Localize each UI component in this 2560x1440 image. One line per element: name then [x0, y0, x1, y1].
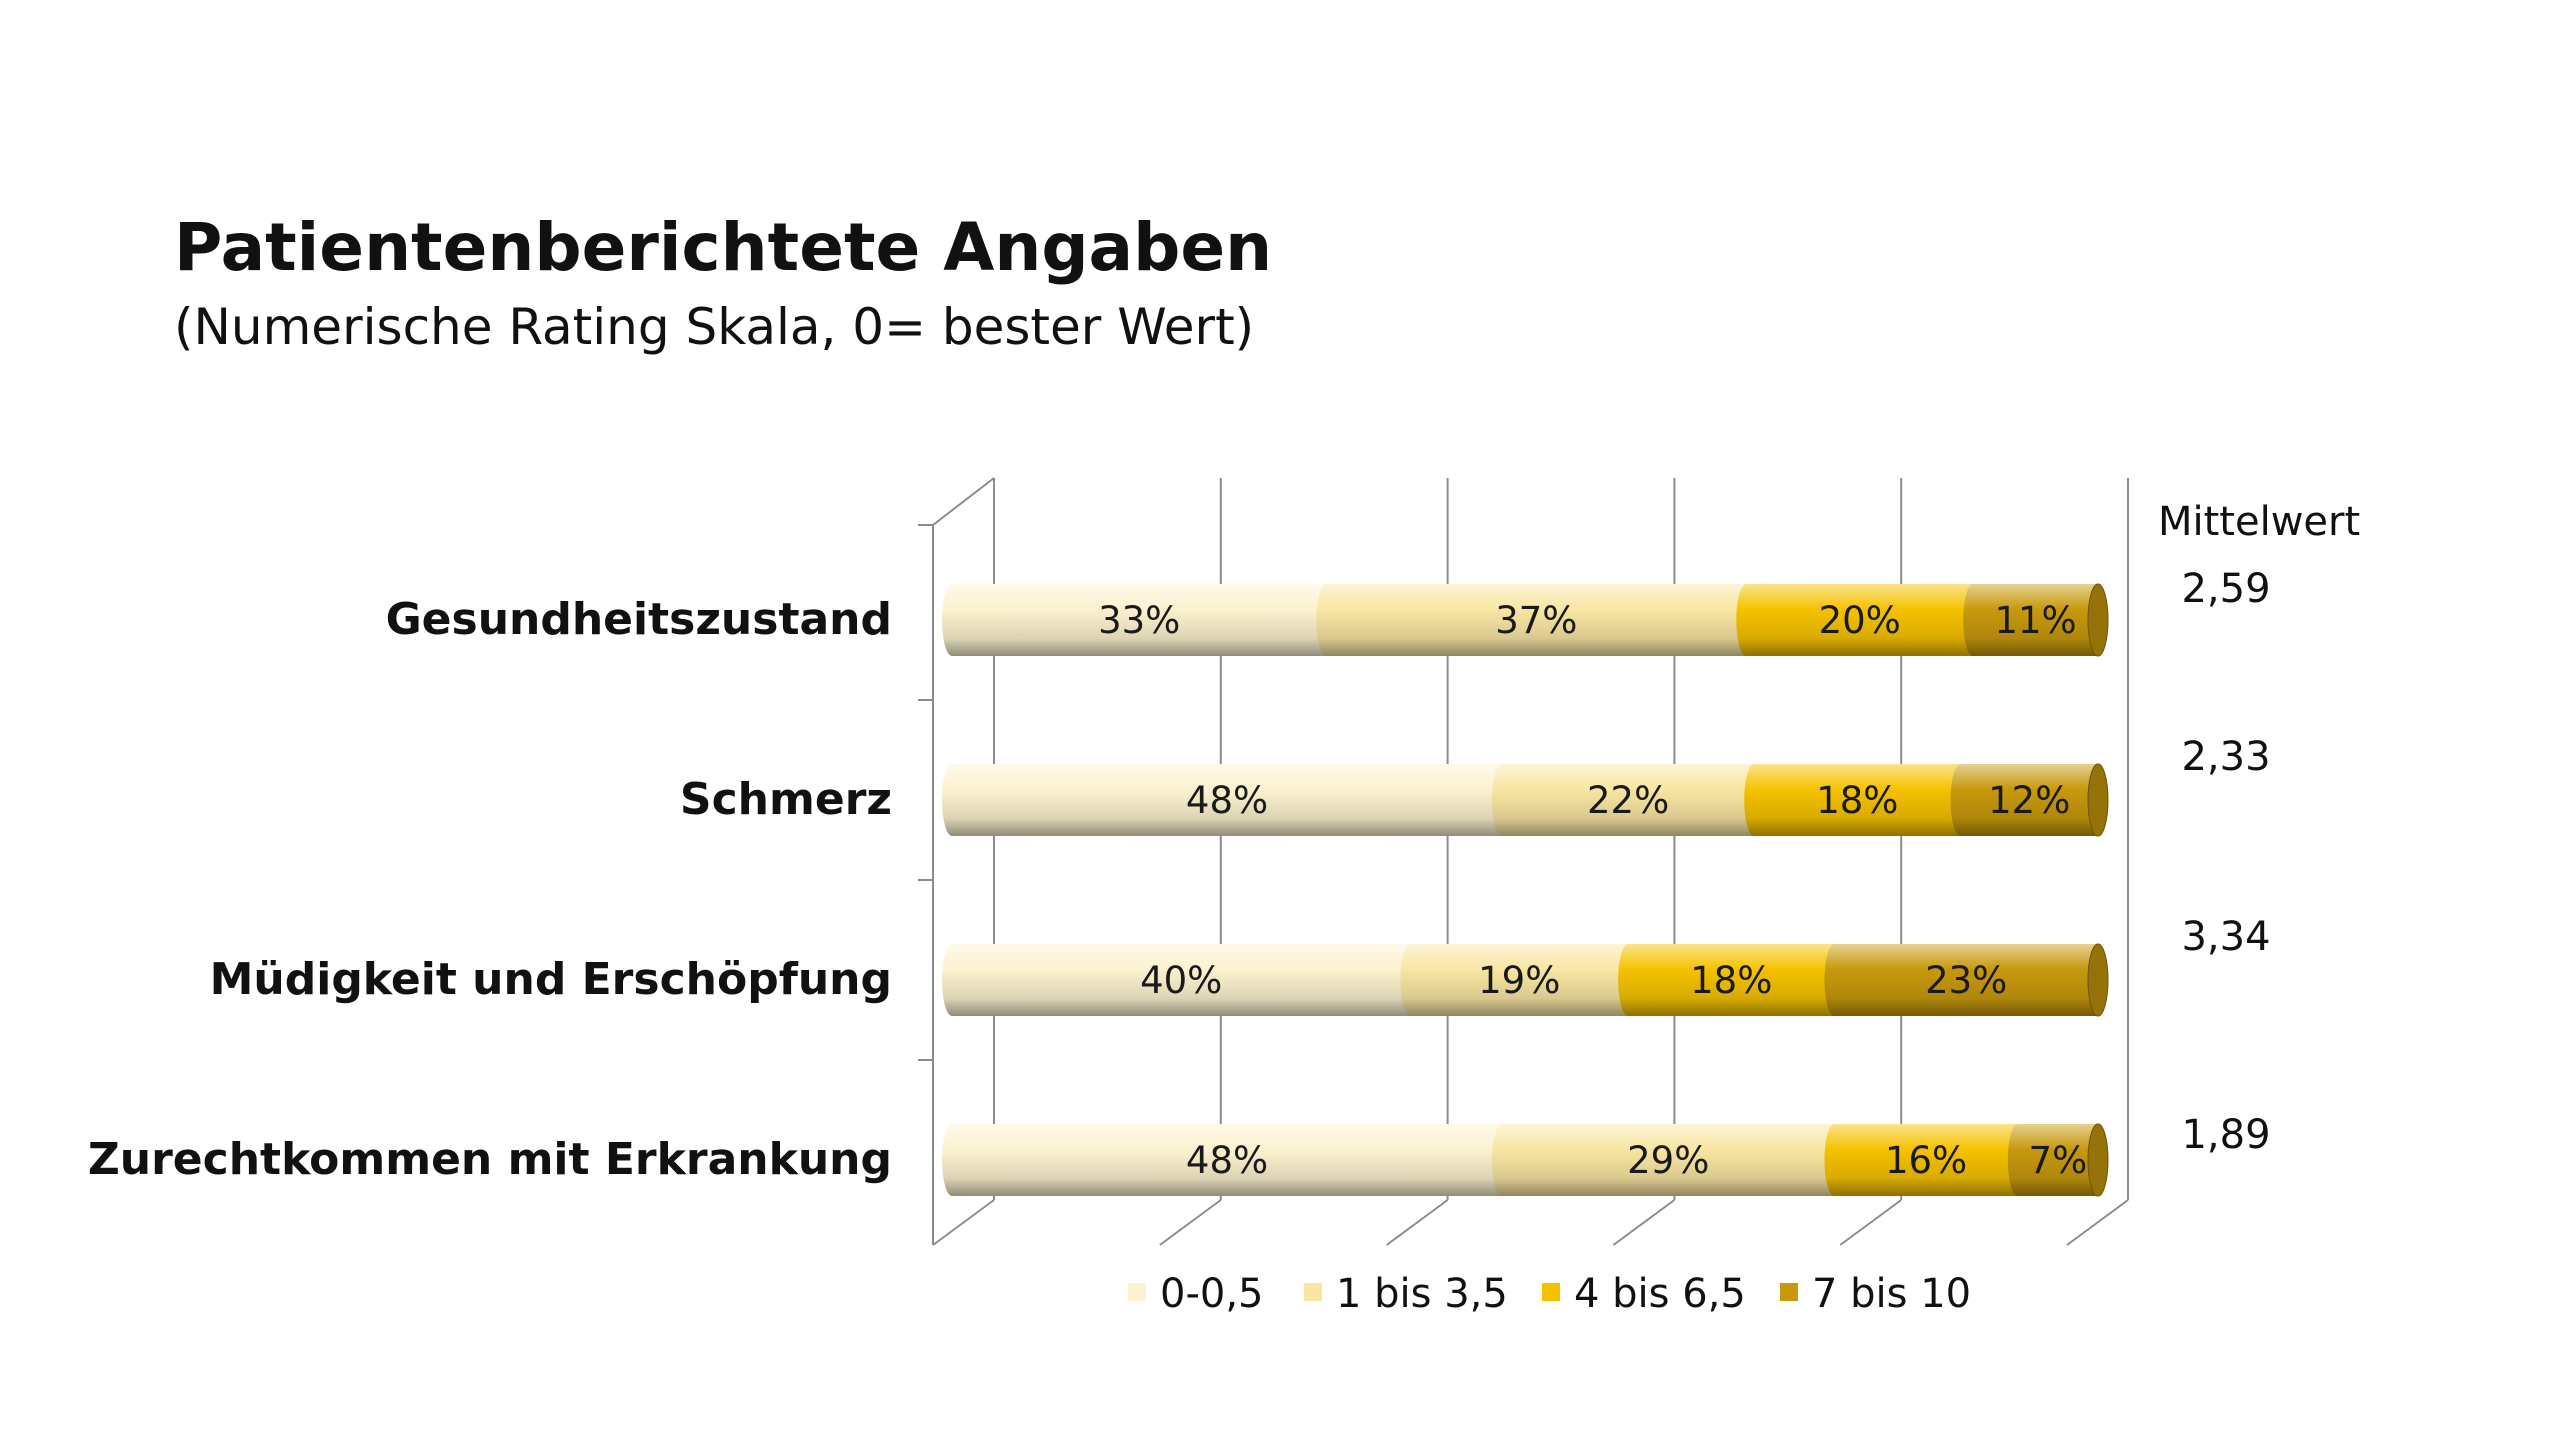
floor-gridline	[2066, 1199, 2129, 1246]
legend-label: 0-0,5	[1160, 1271, 1264, 1317]
data-label: 48%	[1186, 1139, 1268, 1182]
data-label: 33%	[1098, 599, 1180, 642]
floor-gridline	[1386, 1199, 1449, 1246]
mean-value: 2,33	[2181, 734, 2270, 780]
data-label: 18%	[1690, 959, 1772, 1002]
data-label: 16%	[1885, 1139, 1967, 1182]
category-label: Schmerz	[680, 774, 892, 825]
bar-row: 40% 19% 18% 23%	[942, 943, 2109, 1017]
bar-segment	[1950, 764, 2108, 836]
mean-value: 2,59	[2181, 566, 2270, 612]
data-label: 18%	[1816, 779, 1898, 822]
bar-end-cap	[2087, 1123, 2109, 1197]
data-label: 12%	[1988, 779, 2070, 822]
data-label: 11%	[1994, 599, 2076, 642]
bar-segment	[1824, 1124, 2028, 1196]
legend-swatch	[1780, 1283, 1798, 1301]
data-label: 48%	[1186, 779, 1268, 822]
bar-row: 48% 22% 18% 12%	[942, 763, 2109, 837]
data-label: 37%	[1495, 599, 1577, 642]
category-labels: Gesundheitszustand Schmerz Müdigkeit und E…	[88, 594, 892, 1185]
data-label: 23%	[1925, 959, 2007, 1002]
category-label: Zurechtkommen mit Erkrankung	[88, 1134, 892, 1185]
legend-item: 7 bis 10	[1780, 1271, 1971, 1317]
bar-segment	[1963, 584, 2108, 656]
mean-value: 3,34	[2181, 914, 2270, 960]
legend-label: 1 bis 3,5	[1336, 1271, 1508, 1317]
chart-title: Patientenberichtete Angaben	[174, 209, 1273, 286]
chart-subtitle: (Numerische Rating Skala, 0= bester Wert…	[174, 298, 1255, 356]
bar-segment	[1400, 944, 1639, 1016]
legend-label: 4 bis 6,5	[1574, 1271, 1746, 1317]
bar-segment	[942, 944, 1421, 1016]
bar-segment	[2007, 1124, 2108, 1196]
bars: 33% 37% 20% 11% 48% 22% 18% 12% 40% 19% 18% 23% 48% 2…	[942, 583, 2109, 1197]
legend-item: 0-0,5	[1128, 1271, 1264, 1317]
category-label: Müdigkeit und Erschöpfung	[210, 954, 892, 1005]
legend-item: 4 bis 6,5	[1542, 1271, 1746, 1317]
data-label: 20%	[1819, 599, 1901, 642]
bar-row: 48% 29% 16% 7%	[942, 1123, 2109, 1197]
bar-segment	[1618, 944, 1845, 1016]
legend-swatch	[1304, 1283, 1322, 1301]
legend: 0-0,5 1 bis 3,5 4 bis 6,5 7 bis 10	[1128, 1271, 1971, 1317]
bar-end-cap	[2087, 943, 2109, 1017]
floor-gridline	[1839, 1199, 1902, 1246]
bar-segment	[1824, 944, 2108, 1016]
data-label: 7%	[2029, 1139, 2088, 1182]
bar-segment	[1316, 584, 1757, 656]
legend-swatch	[1128, 1283, 1146, 1301]
data-label: 29%	[1627, 1139, 1709, 1182]
legend-item: 1 bis 3,5	[1304, 1271, 1508, 1317]
back-wall-top-edge	[932, 477, 995, 526]
bar-segment	[942, 1124, 1513, 1196]
legend-swatch	[1542, 1283, 1560, 1301]
floor-gridline	[1159, 1199, 1222, 1246]
bar-segment	[942, 764, 1513, 836]
data-label: 19%	[1478, 959, 1560, 1002]
bar-end-cap	[2087, 763, 2109, 837]
mean-value: 1,89	[2181, 1112, 2270, 1158]
bar-end-cap	[2087, 583, 2109, 657]
floor-gridline	[932, 1199, 995, 1246]
mean-header: Mittelwert	[2158, 499, 2360, 545]
bar-segment	[1492, 764, 1765, 836]
floor-gridline	[1612, 1199, 1675, 1246]
bar-segment	[1744, 764, 1971, 836]
bar-row: 33% 37% 20% 11%	[942, 583, 2109, 657]
mean-values: Mittelwert 2,59 2,33 3,34 1,89	[2158, 499, 2360, 1158]
bar-segment	[1736, 584, 1984, 656]
legend-label: 7 bis 10	[1812, 1271, 1971, 1317]
data-label: 22%	[1587, 779, 1669, 822]
bar-segment	[942, 584, 1337, 656]
bar-segment	[1492, 1124, 1845, 1196]
category-label: Gesundheitszustand	[386, 594, 892, 645]
data-label: 40%	[1140, 959, 1222, 1002]
